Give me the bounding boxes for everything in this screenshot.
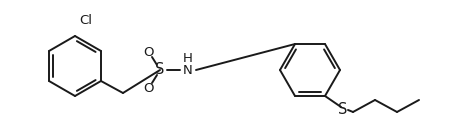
Text: O: O <box>143 82 153 95</box>
Text: Cl: Cl <box>79 14 92 27</box>
Text: H: H <box>183 52 193 65</box>
Text: O: O <box>143 46 153 59</box>
Text: S: S <box>155 63 165 78</box>
Text: N: N <box>183 63 193 76</box>
Text: S: S <box>338 103 348 117</box>
